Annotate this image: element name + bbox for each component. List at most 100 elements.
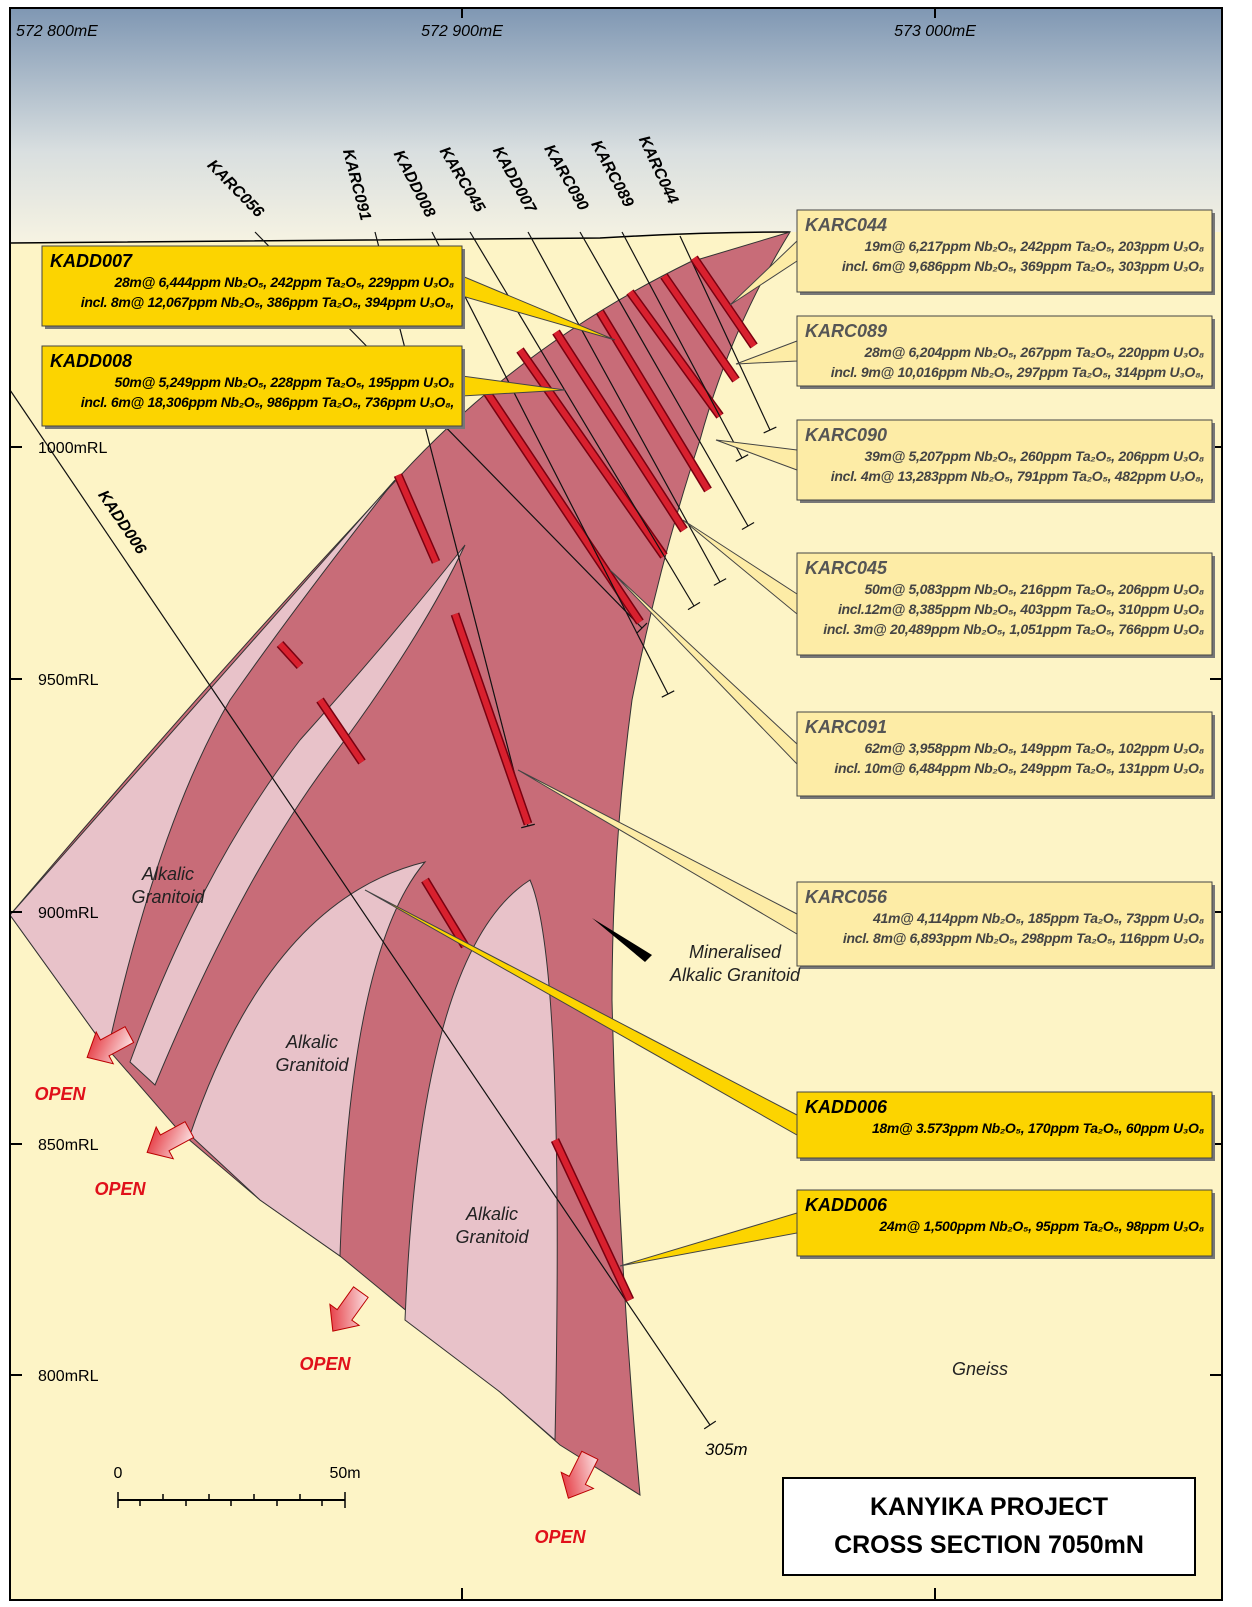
open-arrow bbox=[329, 1286, 369, 1332]
rl-label: 800mRL bbox=[38, 1368, 99, 1385]
intercept bbox=[422, 878, 468, 948]
rock-label: Alkalic Granitoid bbox=[669, 965, 801, 985]
easting-label: 572 900mE bbox=[421, 23, 503, 40]
drill-trace bbox=[579, 231, 749, 527]
drill-trace bbox=[9, 389, 711, 1426]
callout-box bbox=[796, 1091, 1213, 1159]
title: CROSS SECTION 7050mN bbox=[834, 1531, 1144, 1559]
callout-box bbox=[796, 419, 1213, 501]
callout-line: incl. 6m@ 9,686ppm Nb₂O₅, 369ppm Ta₂O₅, … bbox=[842, 258, 1205, 274]
callout-title: KARC090 bbox=[805, 425, 887, 445]
rock-label: Alkalic bbox=[141, 864, 194, 884]
hole-end bbox=[521, 823, 535, 829]
callout-box bbox=[796, 209, 1213, 293]
intercept bbox=[277, 641, 303, 669]
frame bbox=[9, 7, 1223, 1601]
intercept bbox=[597, 310, 711, 492]
callout-line: incl. 9m@ 10,016ppm Nb₂O₅, 297ppm Ta₂O₅,… bbox=[831, 364, 1204, 380]
rl-label: 900mRL bbox=[38, 905, 99, 922]
intercept bbox=[317, 698, 365, 764]
callout-line: incl. 3m@ 20,489ppm Nb₂O₅, 1,051ppm Ta₂O… bbox=[823, 621, 1204, 637]
callout-title: KADD006 bbox=[805, 1195, 888, 1215]
intercept bbox=[395, 473, 439, 564]
rock-label: Granitoid bbox=[455, 1227, 529, 1247]
drill-trace bbox=[374, 231, 529, 827]
callout-line: 39m@ 5,207ppm Nb₂O₅, 260ppm Ta₂O₅, 206pp… bbox=[864, 448, 1204, 464]
callout-title: KARC091 bbox=[805, 717, 887, 737]
rock-label: Mineralised bbox=[689, 942, 782, 962]
title-box bbox=[782, 1477, 1196, 1576]
open-label: OPEN bbox=[299, 1354, 351, 1374]
easting-label: 573 000mE bbox=[894, 23, 976, 40]
granitoid bbox=[189, 861, 427, 1257]
callout-title: KADD007 bbox=[50, 251, 133, 271]
callout-box bbox=[796, 711, 1213, 797]
callout-line: incl. 10m@ 6,484ppm Nb₂O₅, 249ppm Ta₂O₅,… bbox=[834, 760, 1204, 776]
callout-box bbox=[796, 552, 1213, 656]
callout-box bbox=[796, 1189, 1213, 1257]
rock-label: Alkalic bbox=[285, 1032, 338, 1052]
open-label: OPEN bbox=[94, 1179, 146, 1199]
label-pointer bbox=[592, 918, 652, 962]
hole-end bbox=[735, 454, 749, 462]
easting-label: 572 800mE bbox=[16, 23, 98, 40]
surface bbox=[9, 231, 791, 244]
callout-line: incl.12m@ 8,385ppm Nb₂O₅, 403ppm Ta₂O₅, … bbox=[838, 601, 1205, 617]
callout-title: KARC044 bbox=[805, 215, 887, 235]
hole-end bbox=[703, 1420, 717, 1430]
drill-trace bbox=[469, 231, 695, 607]
open-label: OPEN bbox=[34, 1084, 86, 1104]
hole-end bbox=[661, 690, 675, 698]
intercept bbox=[661, 274, 739, 382]
sky bbox=[10, 8, 1222, 248]
rock-label: Gneiss bbox=[952, 1359, 1008, 1379]
hole-end bbox=[636, 622, 648, 634]
callout-line: 50m@ 5,083ppm Nb₂O₅, 216ppm Ta₂O₅, 206pp… bbox=[864, 581, 1204, 597]
drill-trace bbox=[621, 231, 743, 459]
rock-label: Granitoid bbox=[275, 1055, 349, 1075]
intercept bbox=[517, 348, 667, 558]
depth-label: 305m bbox=[705, 1440, 748, 1459]
callout-line: incl. 4m@ 13,283ppm Nb₂O₅, 791ppm Ta₂O₅,… bbox=[831, 468, 1204, 484]
callout-title: KARC056 bbox=[805, 887, 888, 907]
rl-label: 850mRL bbox=[38, 1137, 99, 1154]
callout-line: 62m@ 3,958ppm Nb₂O₅, 149ppm Ta₂O₅, 102pp… bbox=[864, 740, 1204, 756]
callout-box bbox=[41, 345, 463, 427]
granitoid bbox=[9, 479, 396, 1041]
callout-box bbox=[41, 245, 463, 327]
open-label: OPEN bbox=[534, 1527, 586, 1547]
callout-line: 50m@ 5,249ppm Nb₂O₅, 228ppm Ta₂O₅, 195pp… bbox=[114, 374, 454, 390]
callout-line: 19m@ 6,217ppm Nb₂O₅, 242ppm Ta₂O₅, 203pp… bbox=[864, 238, 1204, 254]
hole-end bbox=[713, 578, 727, 586]
callout-line: 28m@ 6,444ppm Nb₂O₅, 242ppm Ta₂O₅, 229pp… bbox=[113, 274, 454, 290]
callout-line: incl. 8m@ 12,067ppm Nb₂O₅, 386ppm Ta₂O₅,… bbox=[81, 294, 454, 310]
rock-label: Alkalic bbox=[465, 1204, 518, 1224]
callout-title: KARC089 bbox=[805, 321, 887, 341]
scale-label: 0 bbox=[114, 1465, 123, 1482]
rl-label: 950mRL bbox=[38, 672, 99, 689]
callout-title: KARC045 bbox=[805, 558, 888, 578]
open-arrow bbox=[560, 1450, 599, 1499]
rock-label: Granitoid bbox=[131, 887, 205, 907]
granitoid bbox=[404, 879, 558, 1442]
intercept bbox=[452, 613, 531, 825]
callout-title: KADD006 bbox=[805, 1097, 888, 1117]
hole-end bbox=[687, 601, 701, 611]
callout-line: incl. 6m@ 18,306ppm Nb₂O₅, 986ppm Ta₂O₅,… bbox=[81, 394, 454, 410]
callout-line: 28m@ 6,204ppm Nb₂O₅, 267ppm Ta₂O₅, 220pp… bbox=[863, 344, 1204, 360]
callout-title: KADD008 bbox=[50, 351, 132, 371]
intercept bbox=[553, 330, 687, 532]
callout-box bbox=[796, 315, 1213, 387]
scale-label: 50m bbox=[329, 1465, 360, 1482]
hole-end bbox=[741, 522, 755, 530]
rl-label: 1000mRL bbox=[38, 440, 107, 457]
intercept bbox=[691, 256, 757, 348]
callout-line: 24m@ 1,500ppm Nb₂O₅, 95ppm Ta₂O₅, 98ppm … bbox=[878, 1218, 1204, 1234]
hole-end bbox=[763, 426, 777, 434]
callout-box bbox=[796, 881, 1213, 967]
callout-line: 18m@ 3.573ppm Nb₂O₅, 170ppm Ta₂O₅, 60ppm… bbox=[872, 1120, 1205, 1136]
title: KANYIKA PROJECT bbox=[870, 1493, 1108, 1521]
open-arrow bbox=[146, 1120, 195, 1160]
drill-trace bbox=[679, 235, 771, 431]
